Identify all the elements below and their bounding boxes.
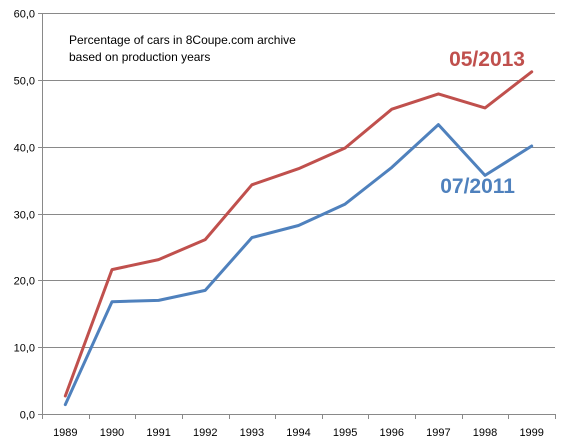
series-line-0: [63, 70, 534, 398]
series-labels: 05/2013 07/2011: [440, 48, 525, 198]
chart-title-line-1: Percentage of cars in 8Coupe.com archive: [69, 33, 296, 47]
x-tick-label: 1994: [286, 427, 310, 439]
x-tick-label: 1999: [519, 427, 543, 439]
x-axis-ticks: 1989 1990 1991 1992 1993 1994 1995 1996 1997 1998…: [42, 414, 556, 439]
y-axis-ticks: 0,0 10,0 20,0 30,0 40,0 50,0 60,0: [14, 9, 42, 422]
x-tick-label: 1989: [53, 427, 77, 439]
x-tick-label: 1991: [146, 427, 170, 439]
y-tick-label: 50,0: [14, 76, 35, 88]
series-label-0: 05/2013: [449, 48, 525, 71]
x-tick-label: 1995: [333, 427, 357, 439]
x-tick-label: 1997: [426, 427, 450, 439]
y-tick-label: 60,0: [14, 9, 35, 21]
y-tick-label: 20,0: [14, 276, 35, 288]
x-tick-label: 1993: [240, 427, 264, 439]
y-tick-label: 40,0: [14, 143, 35, 155]
chart-title-line-2: based on production years: [69, 50, 211, 64]
series-line-1: [63, 123, 534, 407]
chart-title: Percentage of cars in 8Coupe.com archive…: [69, 32, 369, 66]
series-label-1: 07/2011: [440, 175, 515, 198]
axes: [42, 13, 555, 415]
y-tick-label: 30,0: [14, 210, 35, 222]
x-tick-label: 1992: [193, 427, 217, 439]
y-tick-label: 0,0: [20, 410, 35, 422]
series-lines: [63, 70, 534, 407]
y-tick-label: 10,0: [14, 343, 35, 355]
x-tick-label: 1998: [473, 427, 497, 439]
x-tick-label: 1990: [100, 427, 124, 439]
x-tick-label: 1996: [380, 427, 404, 439]
gridlines: [42, 13, 555, 348]
